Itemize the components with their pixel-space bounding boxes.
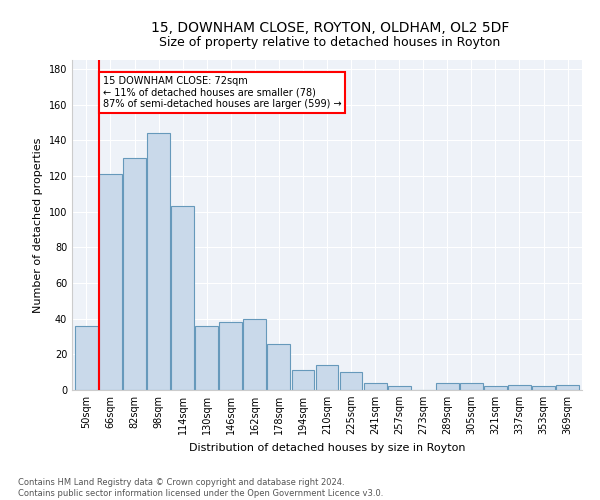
- Bar: [123, 158, 146, 390]
- Bar: [460, 383, 483, 390]
- Bar: [171, 206, 194, 390]
- Bar: [316, 365, 338, 390]
- Bar: [556, 384, 579, 390]
- Bar: [388, 386, 410, 390]
- Y-axis label: Number of detached properties: Number of detached properties: [33, 138, 43, 312]
- Bar: [75, 326, 98, 390]
- Bar: [508, 384, 531, 390]
- Bar: [220, 322, 242, 390]
- Text: 15 DOWNHAM CLOSE: 72sqm
← 11% of detached houses are smaller (78)
87% of semi-de: 15 DOWNHAM CLOSE: 72sqm ← 11% of detache…: [103, 76, 341, 110]
- Text: Contains HM Land Registry data © Crown copyright and database right 2024.
Contai: Contains HM Land Registry data © Crown c…: [18, 478, 383, 498]
- Bar: [292, 370, 314, 390]
- Bar: [195, 326, 218, 390]
- Bar: [364, 383, 386, 390]
- Text: 15, DOWNHAM CLOSE, ROYTON, OLDHAM, OL2 5DF: 15, DOWNHAM CLOSE, ROYTON, OLDHAM, OL2 5…: [151, 20, 509, 34]
- Bar: [99, 174, 122, 390]
- Bar: [268, 344, 290, 390]
- Bar: [484, 386, 507, 390]
- Bar: [244, 318, 266, 390]
- Bar: [532, 386, 555, 390]
- Bar: [340, 372, 362, 390]
- Bar: [436, 383, 459, 390]
- Text: Size of property relative to detached houses in Royton: Size of property relative to detached ho…: [160, 36, 500, 49]
- Bar: [147, 133, 170, 390]
- X-axis label: Distribution of detached houses by size in Royton: Distribution of detached houses by size …: [189, 442, 465, 452]
